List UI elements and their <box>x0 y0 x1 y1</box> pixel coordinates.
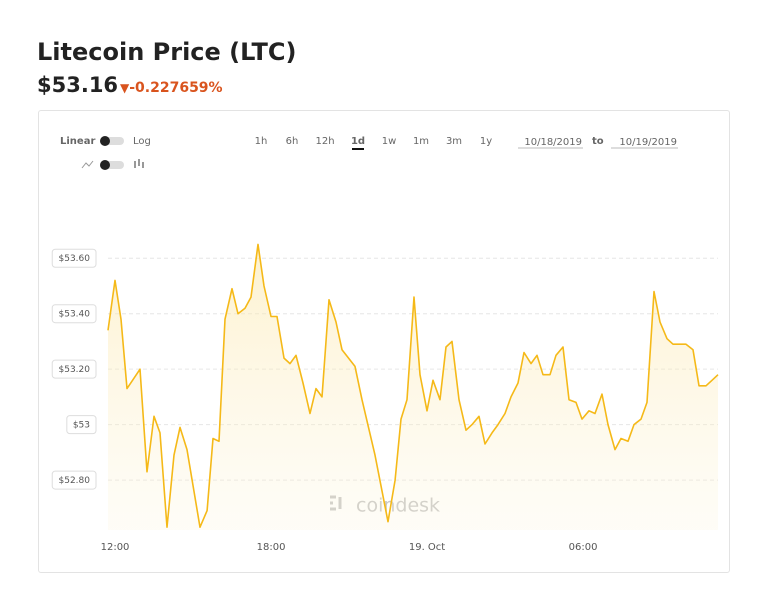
to-label: to <box>592 136 604 147</box>
price: $53.16 <box>37 73 119 97</box>
x-tick-label: 18:00 <box>257 542 286 553</box>
change-value: -0.227659% <box>129 80 223 96</box>
y-tick-box <box>51 304 97 324</box>
x-tick-label: 12:00 <box>101 542 130 553</box>
area-fill <box>108 244 718 530</box>
chart-card <box>38 110 730 573</box>
range-button[interactable]: 1m <box>413 136 429 147</box>
date-to[interactable]: 10/19/2019 <box>619 137 677 148</box>
title: Litecoin Price (LTC) <box>37 38 297 66</box>
range-button[interactable]: 1y <box>480 136 492 147</box>
candle-icon[interactable] <box>134 159 144 168</box>
range-button[interactable]: 1d <box>351 136 365 147</box>
price-change: ▼-0.227659% <box>120 80 223 96</box>
toggle-knob <box>100 136 110 146</box>
range-button[interactable]: 6h <box>286 136 299 147</box>
line-icon[interactable] <box>81 160 94 169</box>
y-tick-box <box>51 470 97 490</box>
y-tick-box <box>51 248 97 268</box>
range-button[interactable]: 1h <box>255 136 268 147</box>
y-tick-box <box>51 359 97 379</box>
date-from[interactable]: 10/18/2019 <box>524 137 582 148</box>
x-tick-label: 19. Oct <box>409 542 445 553</box>
range-button[interactable]: 12h <box>315 136 334 147</box>
scale-log[interactable]: Log <box>133 136 151 147</box>
y-tick-label: $53 <box>73 421 90 431</box>
toggle-knob <box>100 160 110 170</box>
y-tick-label: $53.40 <box>59 310 91 320</box>
y-tick-label: $53.60 <box>59 254 91 264</box>
x-tick-label: 06:00 <box>569 542 598 553</box>
scale-linear[interactable]: Linear <box>60 136 95 147</box>
range-button[interactable]: 1w <box>382 136 397 147</box>
price-line <box>107 243 719 528</box>
y-tick-label: $53.20 <box>59 365 91 375</box>
down-arrow: ▼ <box>120 81 130 95</box>
range-button[interactable]: 3m <box>446 136 462 147</box>
y-tick-label: $52.80 <box>59 476 91 486</box>
y-tick-box <box>66 415 97 435</box>
